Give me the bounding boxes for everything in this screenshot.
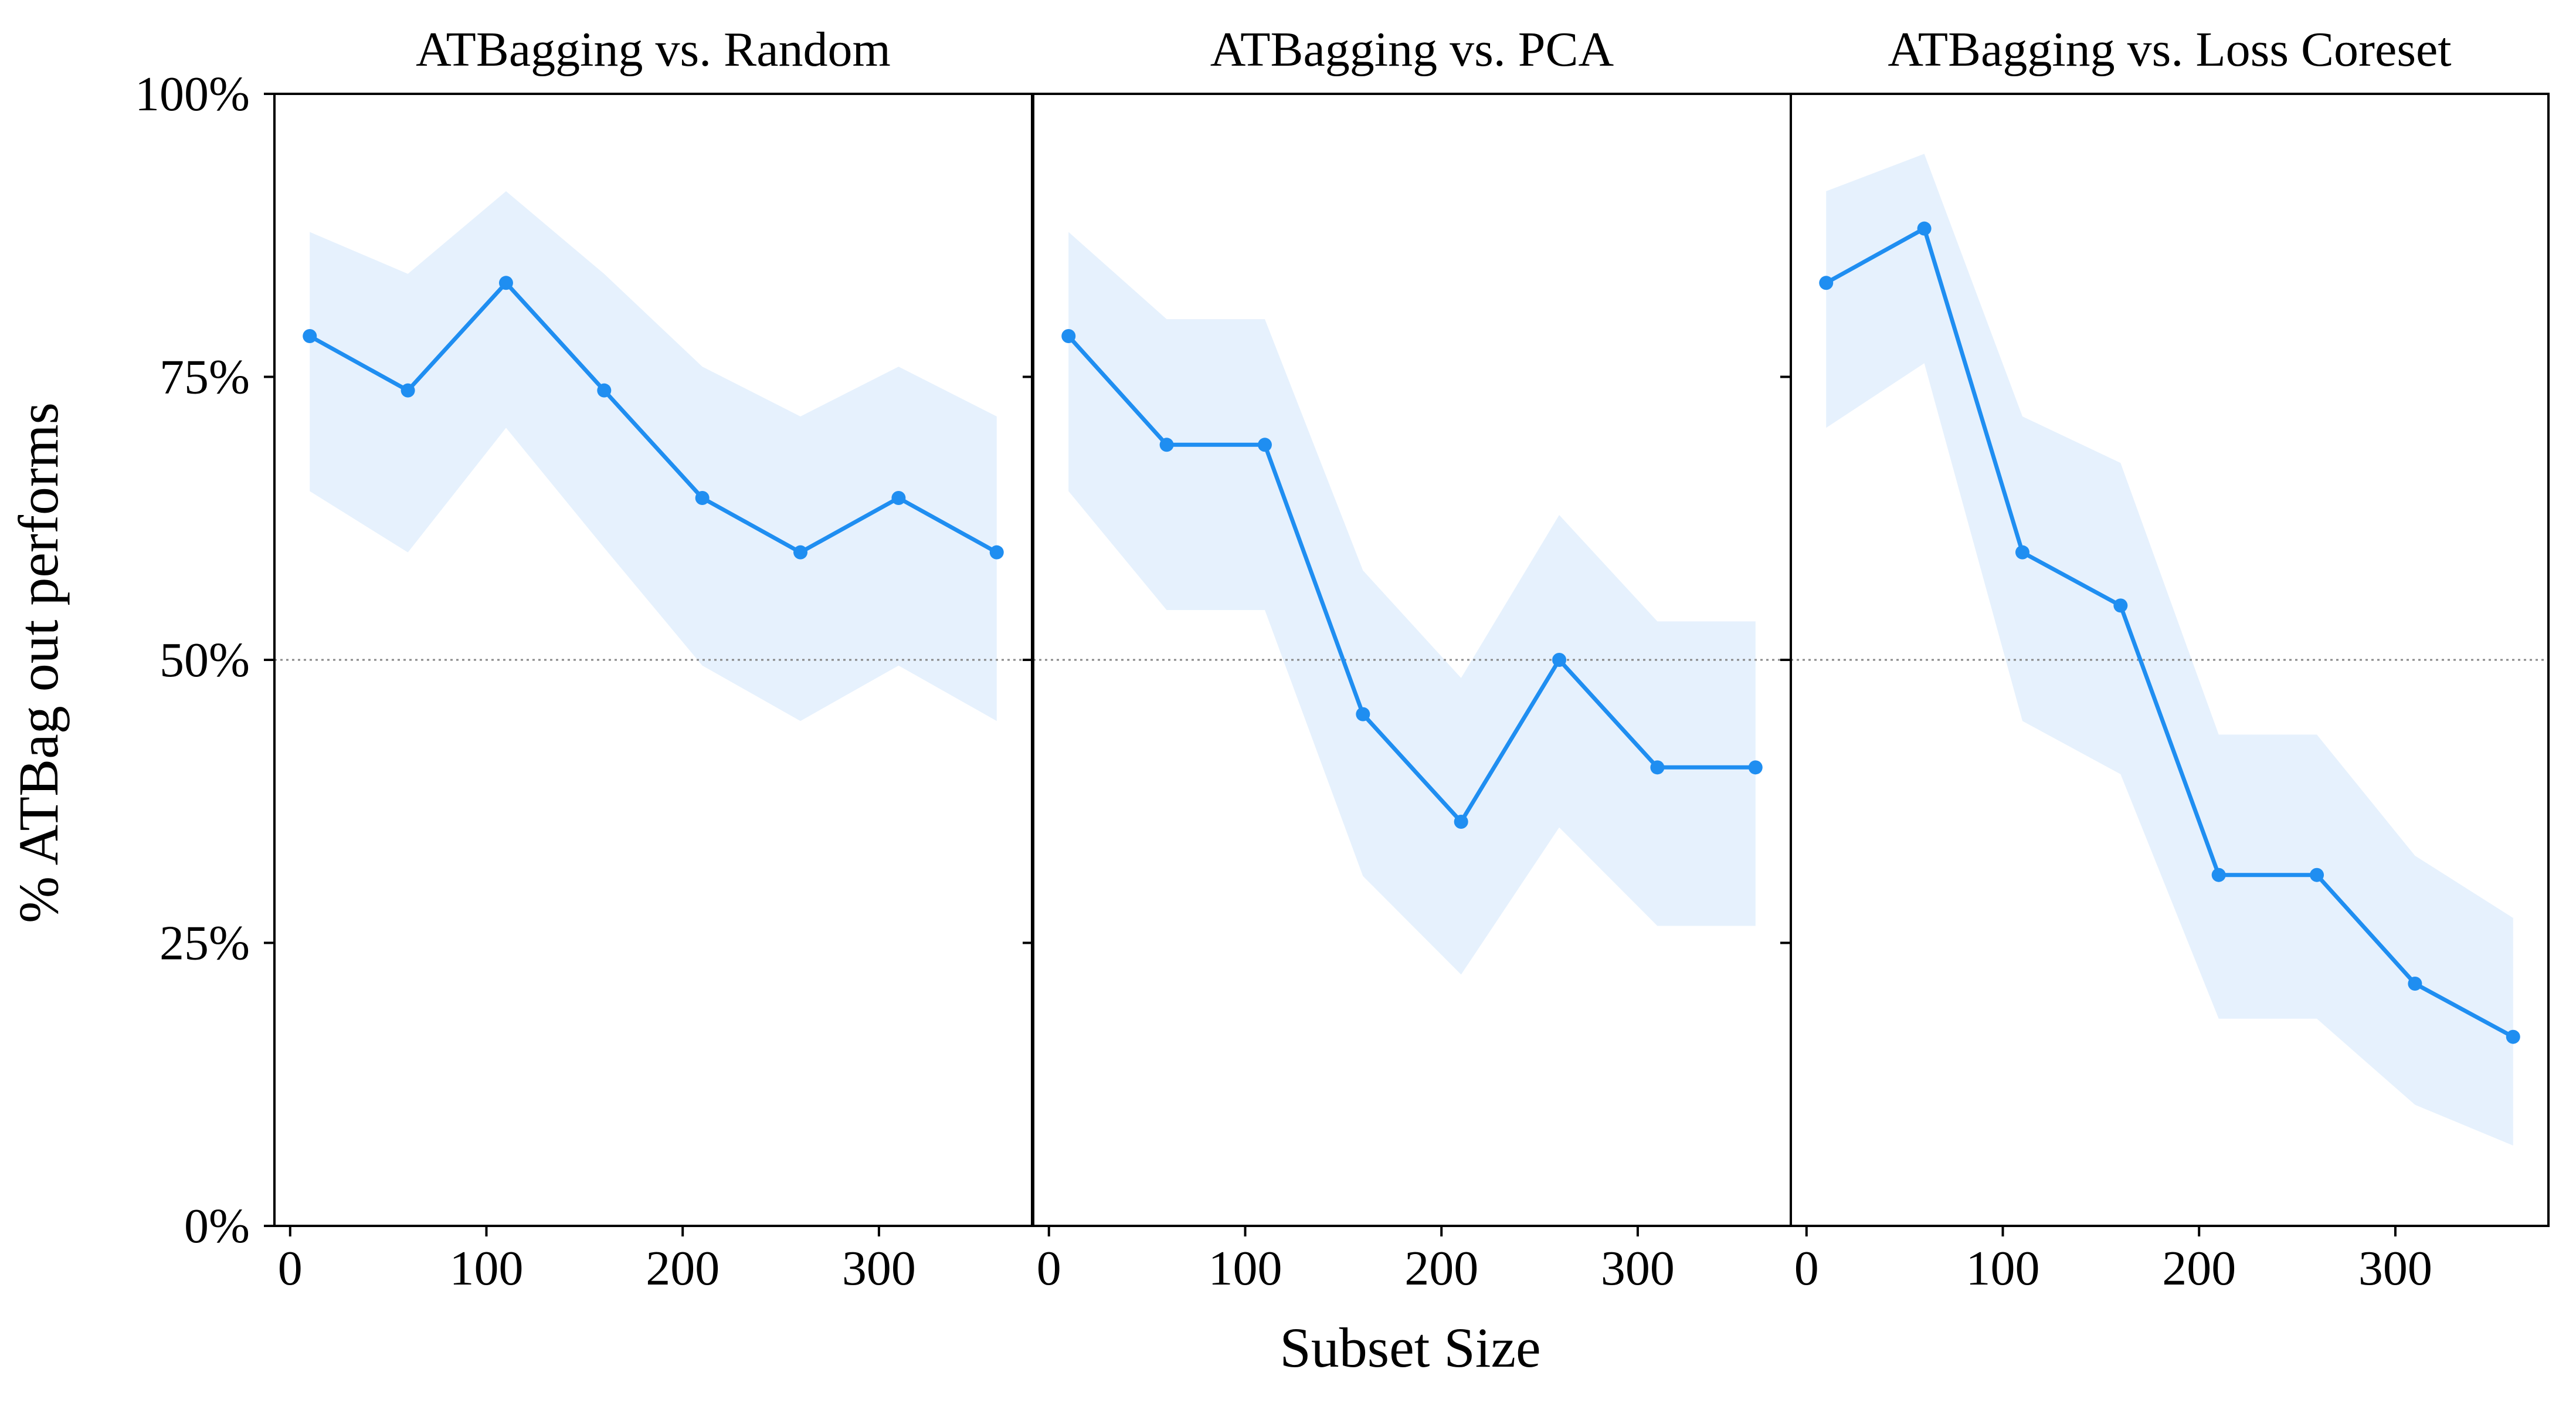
data-point [1917,221,1932,236]
data-point [1650,760,1665,775]
chart-panel-2: 0 100 200 300 ATBagging vs. PCA [1023,22,1792,1296]
y-tick-label: 100% [135,67,250,121]
data-point [793,545,808,560]
data-point [597,383,612,398]
data-point [2408,976,2422,991]
data-point [303,329,317,344]
data-point [1748,760,1763,775]
confidence-band [1826,154,2513,1146]
y-axis-label: % ATBag out performs [7,402,70,923]
x-tick-label: 300 [842,1241,916,1296]
data-point [2506,1029,2520,1044]
data-point [498,276,513,290]
chart-panel-1: 0 100 200 300 0% 25% 50% 75% 100% ATBagging vs. R… [135,22,1033,1296]
x-tick-label: 300 [1601,1241,1675,1296]
data-point [1356,707,1370,721]
x-tick-label: 100 [449,1241,523,1296]
x-tick-label: 200 [646,1241,719,1296]
data-point [401,383,415,398]
x-tick-label: 300 [2358,1241,2432,1296]
x-tick-label: 0 [1794,1241,1819,1296]
data-point [2211,868,2226,882]
data-point [2310,868,2324,882]
data-point [2113,598,2128,613]
data-point [1819,276,1834,290]
series-line [1825,226,2514,1039]
data-point [1454,814,1468,829]
series-line [1067,334,1756,824]
y-tick-label: 75% [159,350,250,405]
x-tick-label: 200 [2162,1241,2236,1296]
x-axis-label: Subset Size [1279,1316,1540,1379]
x-tick-label: 100 [1966,1241,2039,1296]
chart-panels: 0 100 200 300 0% 25% 50% 75% 100% ATBagging vs. R… [135,22,2550,1296]
data-point [1257,438,1272,452]
data-point [1061,329,1076,344]
panel-title: ATBagging vs. Loss Coreset [1888,22,2451,77]
chart-panel-3: 0 100 200 300 ATBagging vs. Loss Coreset [1780,22,2550,1296]
panel-title: ATBagging vs. Random [416,22,891,77]
panel-title: ATBagging vs. PCA [1210,22,1614,77]
x-tick-label: 0 [1037,1241,1061,1296]
x-tick-label: 0 [278,1241,303,1296]
data-point [2015,545,2029,560]
series-line [308,280,998,555]
confidence-band [1068,232,1756,975]
x-tick-label: 100 [1208,1241,1282,1296]
y-tick-label: 0% [184,1199,250,1253]
x-tick-label: 200 [1404,1241,1478,1296]
y-tick-label: 25% [159,916,250,971]
data-point [989,545,1004,560]
confidence-band [310,191,997,721]
data-point [1159,438,1174,452]
data-point [1552,653,1567,667]
data-point [695,491,710,506]
data-point [891,491,906,506]
y-tick-label: 50% [159,633,250,687]
